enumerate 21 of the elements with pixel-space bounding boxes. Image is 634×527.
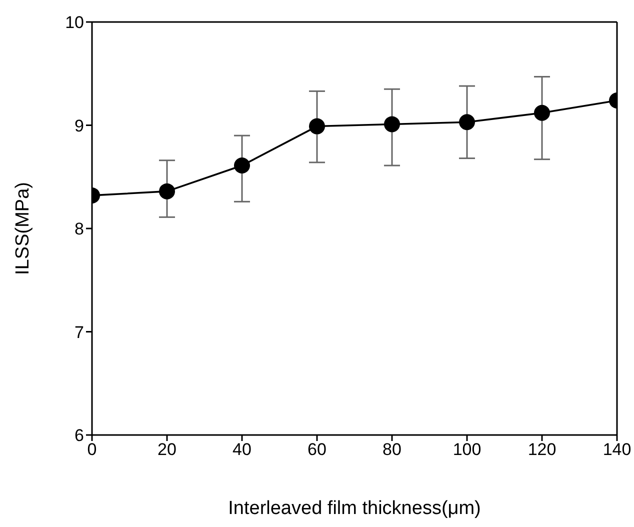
point — [459, 114, 475, 130]
x-tick-label: 0 — [87, 440, 97, 460]
point — [159, 183, 175, 200]
x-tick-label: 60 — [308, 440, 326, 460]
point — [534, 104, 550, 121]
y-tick-label: 7 — [74, 322, 84, 342]
y-tick-label: 9 — [74, 116, 84, 136]
y-axis-title: ILSS(MPa) — [12, 182, 34, 275]
point — [309, 118, 325, 134]
point — [384, 116, 400, 132]
y-tick-label: 8 — [74, 220, 84, 239]
x-axis-title: Interleaved film thickness(μm) — [228, 498, 481, 519]
x-tick-label: 40 — [232, 440, 252, 460]
x-tick-label: 20 — [158, 440, 176, 460]
y-tick-label: 10 — [65, 13, 84, 32]
x-tick-label: 140 — [602, 440, 632, 460]
x-tick-label: 80 — [382, 440, 402, 460]
x-tick-label: 100 — [452, 440, 482, 460]
point — [234, 158, 250, 174]
x-tick-label: 120 — [528, 440, 556, 460]
y-tick-label: 6 — [74, 426, 84, 446]
